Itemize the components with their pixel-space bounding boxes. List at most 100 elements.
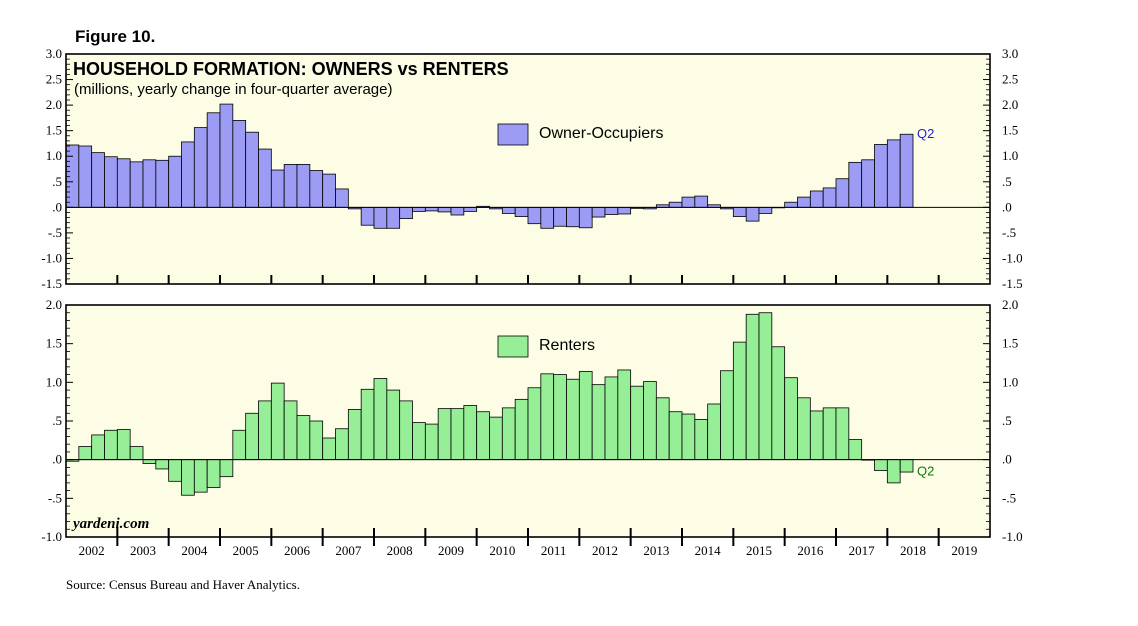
x-tick-label-year: 2013 [643, 543, 669, 558]
renter-y-tick-label-left: -.5 [48, 490, 62, 505]
x-tick-label-year: 2010 [489, 543, 515, 558]
owner-bar [514, 206, 529, 217]
chart-subtitle: (millions, yearly change in four-quarter… [74, 81, 392, 98]
owner-y-tick-label-left: -1.5 [41, 276, 62, 291]
owner-y-tick-label-right: 1.5 [1002, 123, 1018, 138]
owner-bar [168, 155, 182, 208]
renter-bar [424, 423, 439, 461]
renter-bar [412, 422, 426, 461]
x-tick-label-year: 2008 [387, 543, 413, 558]
renter-bar [604, 376, 619, 461]
renter-y-tick-label-right: 2.0 [1002, 297, 1018, 312]
renter-bar [283, 400, 298, 461]
owner-bar [861, 159, 875, 208]
owner-y-tick-label-left: 2.0 [46, 97, 62, 112]
renter-bar [809, 410, 824, 461]
owner-bar [797, 196, 811, 208]
renter-bar [771, 346, 786, 461]
renter-bar [874, 459, 888, 471]
renter-bar [399, 400, 413, 461]
owner-y-tick-label-right: 2.0 [1002, 97, 1018, 112]
renter-bar [527, 387, 542, 461]
owner-bar [437, 206, 452, 213]
owner-bar [822, 187, 837, 208]
owner-y-tick-label-left: .0 [52, 199, 62, 214]
owner-bar [553, 206, 567, 227]
owner-bar [874, 144, 888, 208]
renter-y-tick-label-left: -1.0 [41, 529, 62, 544]
renter-bar [309, 420, 324, 461]
owner-bar [848, 161, 863, 208]
owner-bar [694, 195, 709, 208]
renter-bar [219, 459, 234, 478]
owner-bar [617, 206, 632, 215]
renter-bar [373, 378, 388, 461]
renter-bar [245, 412, 259, 461]
owner-bar [540, 206, 555, 229]
x-tick-label-year: 2009 [438, 543, 464, 558]
owner-bar [309, 170, 324, 208]
renter-bar [848, 439, 863, 461]
watermark: yardeni.com [71, 516, 149, 532]
renter-bar [578, 371, 593, 461]
owner-bar [591, 206, 606, 218]
owner-y-axis: 3.0 3.0 2.5 2.5 2.0 2.0 1.5 1.5 1.0 1.0 .5 .5 .0 .0 -.… [41, 46, 1022, 291]
owner-bar [373, 206, 388, 229]
renter-y-axis: 2.0 2.0 1.5 1.5 1.0 1.0 .5 .5 .0 .0 -.5 -.5 -1.0 -1.0 [41, 297, 1022, 544]
renter-bar [694, 419, 709, 461]
renter-legend-label: Renters [539, 337, 595, 354]
owner-x-ticks [116, 275, 940, 284]
owner-bar [566, 206, 580, 228]
figure-label: Figure 10. [75, 27, 155, 46]
x-tick-label-year: 2015 [746, 543, 772, 558]
owner-bar [681, 196, 696, 208]
x-tick-label-year: 2004 [181, 543, 208, 558]
renter-bar [489, 416, 503, 461]
renter-y-tick-label-right: .0 [1002, 452, 1012, 467]
renter-bar [335, 428, 349, 461]
source-note: Source: Census Bureau and Haver Analytic… [66, 577, 300, 592]
renter-y-tick-label-right: 1.0 [1002, 374, 1018, 389]
owner-y-tick-label-left: 1.0 [46, 148, 62, 163]
renter-bar [450, 408, 465, 461]
x-tick-label-year: 2012 [592, 543, 618, 558]
owner-bar [142, 159, 157, 208]
renter-bar [630, 385, 644, 461]
renter-bar [181, 459, 195, 496]
owner-bar [424, 206, 439, 212]
renter-bar [655, 397, 670, 461]
x-tick-label-year: 2005 [233, 543, 259, 558]
renter-legend-swatch [497, 335, 529, 358]
renter-bar [668, 411, 683, 461]
renter-y-tick-label-right: -.5 [1002, 490, 1016, 505]
renter-y-tick-label-left: .0 [52, 452, 62, 467]
x-tick-label-year: 2018 [900, 543, 926, 558]
renter-bar [501, 407, 516, 461]
x-tick-label-year: 2007 [335, 543, 362, 558]
owner-y-tick-label-right: 2.5 [1002, 72, 1018, 87]
renter-end-label: Q2 [917, 464, 934, 479]
renter-y-tick-label-right: .5 [1002, 413, 1012, 428]
renter-bar [129, 446, 144, 461]
owner-y-tick-label-right: -.5 [1002, 225, 1016, 240]
renter-bar [566, 378, 580, 461]
owner-bar [463, 206, 478, 212]
owner-bar [193, 127, 208, 208]
owner-y-tick-label-right: .5 [1002, 174, 1012, 189]
owner-y-tick-label-left: -1.0 [41, 250, 62, 265]
owner-bar [219, 103, 234, 208]
owner-bar [360, 206, 375, 226]
owner-bar [155, 159, 170, 208]
renter-bar [386, 389, 401, 461]
owner-bar [809, 190, 824, 208]
x-tick-label-year: 2017 [849, 543, 876, 558]
renter-bar [784, 377, 798, 461]
x-tick-label-year: 2006 [284, 543, 311, 558]
owner-y-tick-label-right: .0 [1002, 199, 1012, 214]
owner-bar [258, 148, 272, 208]
renter-bar [476, 411, 490, 461]
owner-bar [206, 112, 221, 208]
owner-y-tick-label-right: 1.0 [1002, 148, 1018, 163]
renter-bar [591, 384, 606, 461]
renter-bar [270, 382, 285, 461]
